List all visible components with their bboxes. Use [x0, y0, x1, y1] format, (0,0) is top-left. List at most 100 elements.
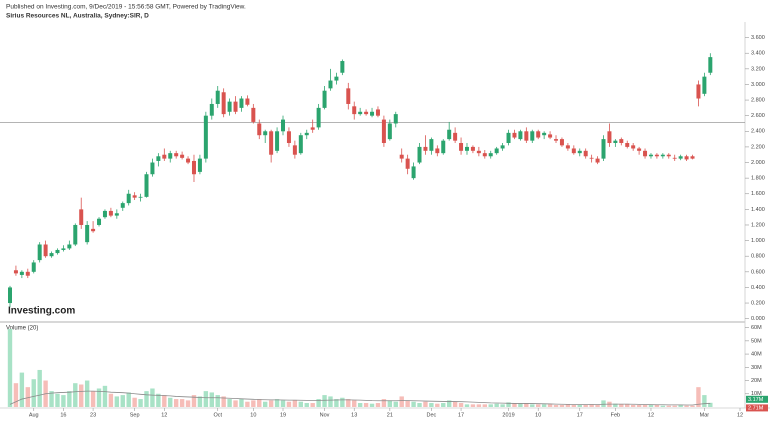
volume-bar — [227, 399, 232, 407]
volume-tick-label: 50M — [751, 338, 762, 344]
volume-bar — [61, 395, 66, 407]
candle-body — [631, 145, 636, 149]
x-tick-label: Nov — [320, 412, 330, 418]
volume-bar — [90, 391, 96, 407]
candle-body — [298, 135, 303, 154]
candle-body — [696, 84, 701, 99]
volume-bar — [328, 396, 333, 407]
candle-body — [482, 153, 487, 157]
volume-last-box — [746, 395, 768, 403]
candle-body — [470, 146, 475, 151]
volume-bar — [536, 404, 541, 407]
candle-body — [286, 131, 291, 144]
volume-bar — [470, 404, 476, 407]
candle-body — [423, 146, 428, 151]
volume-bar — [67, 391, 72, 407]
volume-bar — [114, 396, 120, 407]
y-tick-label: 2.200 — [751, 144, 765, 150]
volume-bar — [417, 403, 422, 407]
candle-body — [174, 153, 179, 157]
candle-body — [494, 148, 499, 154]
candle-body — [245, 98, 250, 105]
x-tick-label: Dec — [426, 412, 436, 418]
candle-body — [13, 270, 18, 274]
volume-bar — [31, 379, 36, 407]
candle-body — [150, 162, 155, 175]
y-tick-label: 1.600 — [751, 191, 765, 197]
volume-bar — [102, 385, 108, 407]
candle-body — [168, 153, 173, 159]
candle-body — [328, 80, 333, 89]
volume-tick-label: 60M — [751, 325, 762, 331]
volume-bar — [690, 405, 695, 407]
candle-body — [666, 154, 671, 157]
volume-bar — [494, 403, 499, 407]
volume-bar — [530, 404, 535, 407]
volume-bar — [96, 388, 102, 407]
volume-bar — [506, 402, 511, 407]
candle-body — [571, 148, 576, 154]
volume-bar — [233, 400, 238, 407]
candle-body — [346, 88, 351, 104]
candle-body — [227, 101, 232, 112]
volume-bar — [464, 404, 470, 407]
volume-bar — [179, 399, 185, 407]
watermark: Investing.com — [8, 306, 75, 317]
volume-bar — [423, 401, 428, 407]
candle-body — [85, 224, 90, 243]
volume-bar — [173, 399, 179, 407]
volume-bar — [642, 405, 648, 407]
candle-body — [542, 132, 547, 136]
volume-bar — [73, 383, 78, 407]
volume-tick-label: 20M — [751, 378, 762, 384]
volume-bar — [304, 403, 309, 407]
volume-bar — [292, 400, 298, 407]
candle-body — [180, 154, 185, 158]
y-tick-label: 1.200 — [751, 222, 765, 228]
candle-body — [120, 203, 125, 208]
volume-bar — [708, 402, 713, 407]
volume-bar — [144, 391, 149, 407]
x-tick-label: Oct — [213, 412, 222, 418]
volume-bar — [654, 405, 660, 407]
volume-bar — [245, 401, 250, 407]
volume-bar — [488, 404, 493, 407]
candle-body — [91, 228, 96, 232]
x-tick-label: 21 — [387, 412, 393, 418]
candle-body — [583, 150, 588, 157]
y-tick-label: 1.000 — [751, 238, 765, 244]
volume-bar — [363, 403, 369, 407]
volume-bar — [577, 405, 582, 407]
candle-body — [565, 145, 570, 149]
x-tick-label: 13 — [351, 412, 357, 418]
volume-bar — [381, 399, 387, 407]
candle-body — [672, 157, 677, 159]
candle-body — [381, 119, 386, 144]
candle-body — [126, 193, 131, 204]
candle-body — [144, 174, 149, 197]
volume-bar — [340, 397, 345, 407]
x-tick-label: 12 — [737, 412, 743, 418]
volume-bar — [150, 388, 155, 407]
volume-bar — [482, 404, 487, 407]
volume-ma-last-label: 2.71M — [748, 405, 764, 411]
candle-body — [405, 158, 410, 169]
candle-body — [257, 123, 262, 136]
candle-body — [399, 154, 404, 159]
candle-body — [607, 131, 612, 144]
candle-body — [209, 103, 214, 116]
volume-bar — [476, 404, 482, 407]
candle-body — [613, 140, 618, 144]
candle-body — [554, 139, 559, 141]
volume-bar — [399, 396, 404, 407]
volume-bar — [678, 405, 683, 407]
candle-body — [370, 111, 375, 116]
volume-bar — [280, 400, 286, 407]
y-tick-label: 2.600 — [751, 113, 765, 119]
volume-bar — [191, 395, 197, 407]
volume-bar — [49, 391, 54, 407]
volume-bar — [346, 399, 351, 407]
candle-body — [49, 253, 54, 257]
candle-body — [61, 248, 66, 250]
